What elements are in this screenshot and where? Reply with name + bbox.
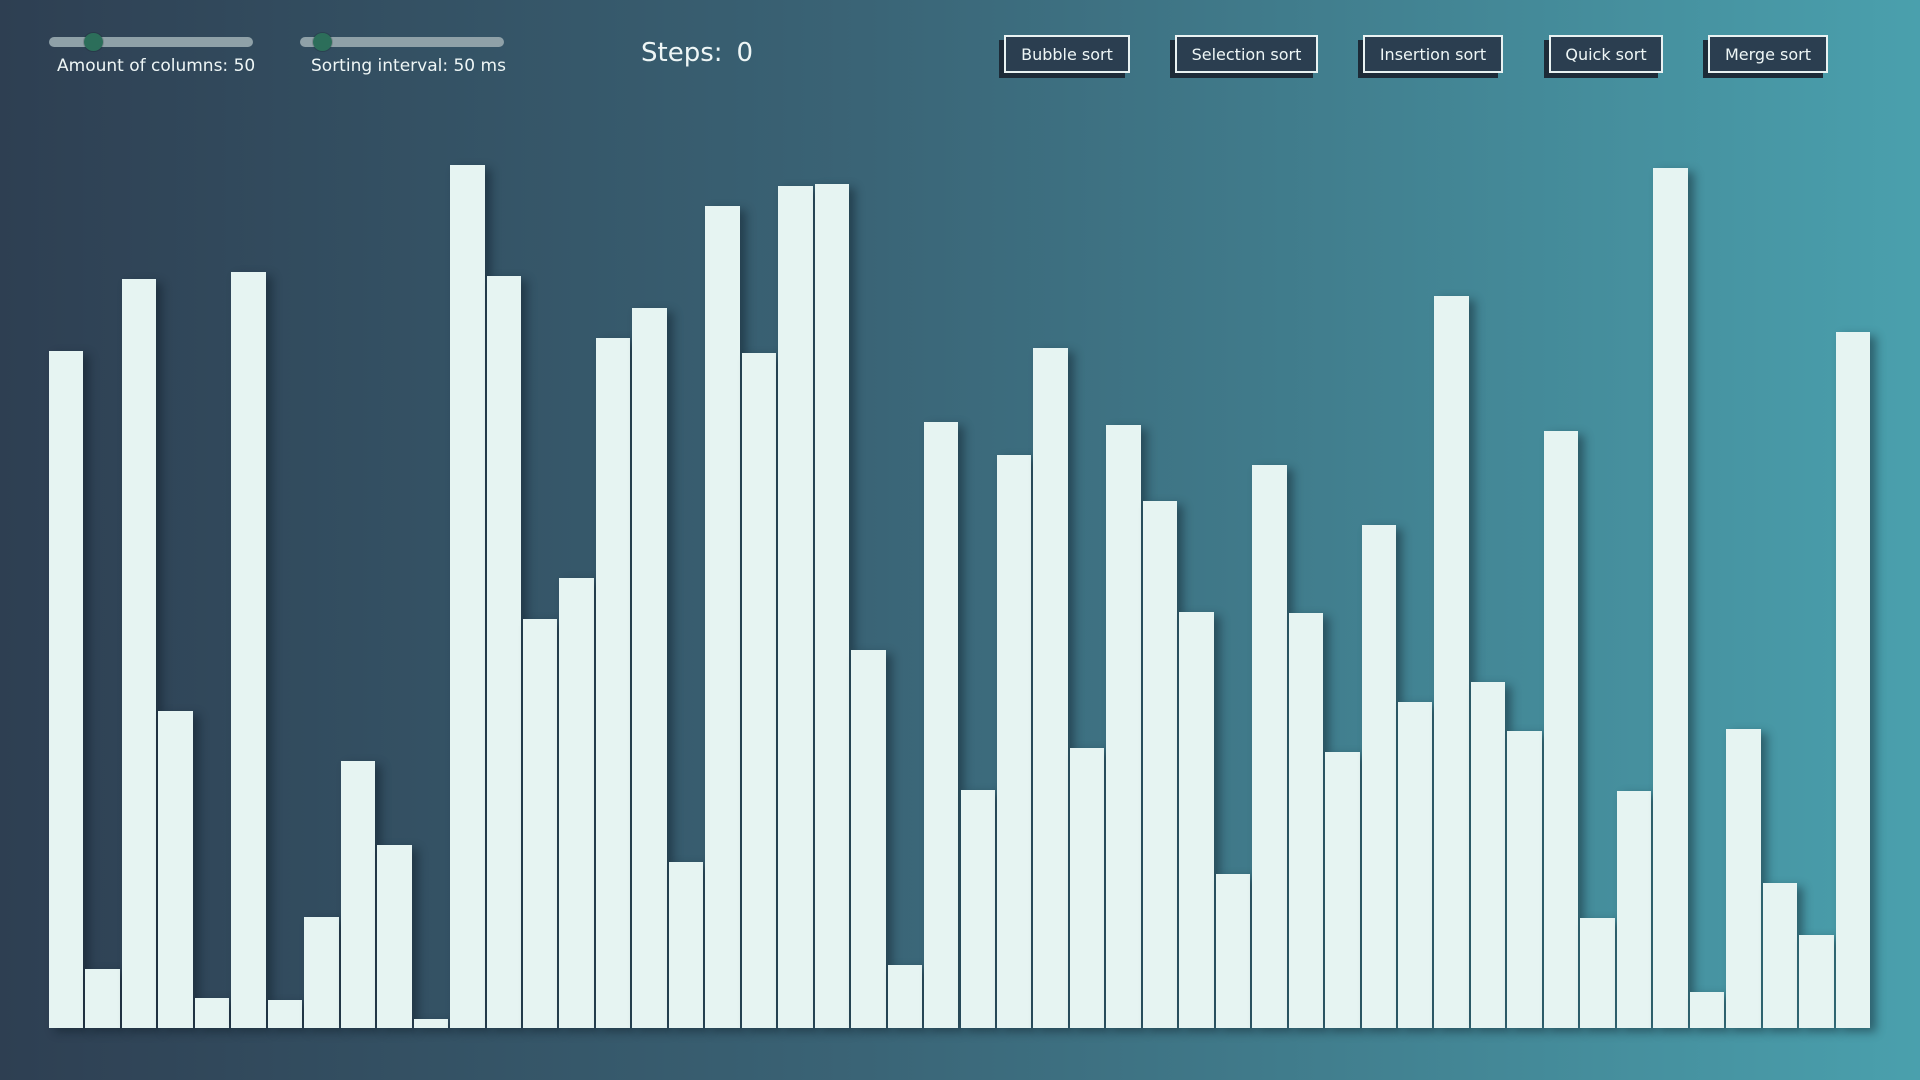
- sort-column: [1507, 731, 1542, 1028]
- sort-column: [1288, 613, 1324, 1028]
- sort-column: [1325, 752, 1360, 1028]
- steps-label: Steps:: [641, 38, 723, 68]
- sort-column: [231, 272, 266, 1028]
- sort-column: [1069, 748, 1105, 1028]
- sort-column: [1726, 729, 1761, 1028]
- columns-slider-label: Amount of columns: 50: [57, 56, 256, 76]
- sort-column: [377, 845, 412, 1028]
- sort-column: [741, 353, 777, 1028]
- sort-column: [559, 578, 594, 1028]
- bubble-sort-button[interactable]: Bubble sort: [1004, 35, 1130, 73]
- sort-column: [49, 351, 84, 1028]
- sort-column: [413, 1019, 449, 1028]
- sort-column: [924, 422, 959, 1028]
- sort-column: [267, 1000, 303, 1028]
- sort-column: [705, 206, 740, 1028]
- sort-column: [1106, 425, 1141, 1028]
- sort-column: [1689, 992, 1725, 1028]
- sort-column: [595, 338, 631, 1028]
- sort-column: [1616, 791, 1652, 1028]
- columns-slider[interactable]: [49, 33, 253, 51]
- sort-column: [1580, 918, 1615, 1028]
- sort-column: [1142, 501, 1178, 1028]
- insertion-sort-button[interactable]: Insertion sort: [1363, 35, 1503, 73]
- sort-column: [1835, 332, 1870, 1028]
- sort-column: [158, 711, 193, 1028]
- merge-sort-button[interactable]: Merge sort: [1708, 35, 1828, 73]
- sort-column: [851, 650, 886, 1028]
- sort-column: [1470, 682, 1506, 1028]
- sort-column: [194, 998, 230, 1028]
- sort-column: [996, 455, 1032, 1028]
- sort-column: [1653, 168, 1688, 1028]
- sort-column: [778, 186, 813, 1028]
- sort-column: [814, 184, 850, 1028]
- sort-column: [1252, 465, 1287, 1028]
- steps-counter: Steps: 0: [641, 38, 753, 68]
- sort-column: [1543, 431, 1579, 1028]
- sort-column: [1033, 348, 1068, 1028]
- sort-column: [1762, 883, 1798, 1028]
- sort-column: [1179, 612, 1214, 1028]
- sort-column: [1434, 296, 1469, 1028]
- sort-column: [1215, 874, 1251, 1028]
- sort-column: [340, 761, 376, 1028]
- columns-slider-thumb[interactable]: [84, 33, 103, 51]
- sort-column: [632, 308, 667, 1028]
- sort-column: [960, 790, 995, 1028]
- sort-column: [1398, 702, 1433, 1028]
- sort-column: [1361, 525, 1396, 1028]
- sort-column: [450, 165, 485, 1028]
- sort-column: [668, 862, 704, 1028]
- sort-column: [887, 965, 923, 1028]
- interval-slider[interactable]: [300, 33, 504, 51]
- sort-column: [304, 917, 339, 1028]
- sort-columns-area: [49, 150, 1872, 1028]
- sort-column: [522, 619, 558, 1028]
- interval-slider-label: Sorting interval: 50 ms: [311, 56, 506, 76]
- selection-sort-button[interactable]: Selection sort: [1175, 35, 1318, 73]
- sort-column: [1799, 935, 1834, 1028]
- sort-column: [85, 969, 120, 1028]
- sort-column: [121, 279, 157, 1028]
- sort-column: [486, 276, 521, 1028]
- interval-slider-thumb[interactable]: [313, 33, 332, 51]
- steps-value: 0: [736, 38, 754, 68]
- quick-sort-button[interactable]: Quick sort: [1549, 35, 1663, 73]
